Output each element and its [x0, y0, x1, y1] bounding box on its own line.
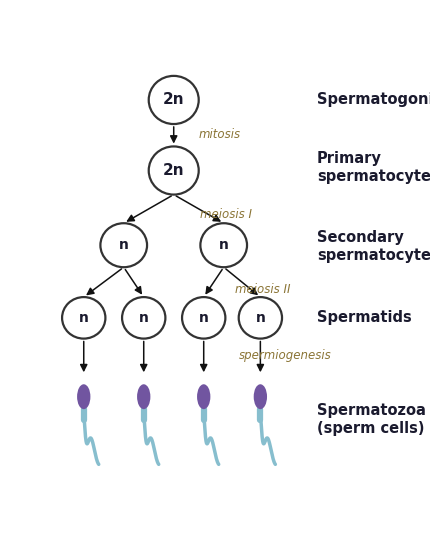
- Ellipse shape: [197, 384, 210, 409]
- Ellipse shape: [149, 76, 199, 124]
- Text: n: n: [79, 311, 89, 325]
- Text: 2n: 2n: [163, 93, 184, 107]
- Text: n: n: [219, 238, 229, 252]
- Ellipse shape: [200, 223, 247, 267]
- Text: Spermatogonia: Spermatogonia: [317, 93, 430, 107]
- Text: Spermatids: Spermatids: [317, 310, 412, 326]
- Text: spermiogenesis: spermiogenesis: [239, 349, 332, 362]
- Text: n: n: [255, 311, 265, 325]
- Ellipse shape: [101, 223, 147, 267]
- Text: n: n: [119, 238, 129, 252]
- Text: meiosis I: meiosis I: [200, 209, 252, 222]
- Text: mitosis: mitosis: [199, 128, 241, 141]
- Ellipse shape: [137, 384, 150, 409]
- Text: Secondary
spermatocytes: Secondary spermatocytes: [317, 230, 430, 263]
- Text: meiosis II: meiosis II: [235, 283, 291, 296]
- Text: Primary
spermatocyte: Primary spermatocyte: [317, 151, 430, 184]
- Ellipse shape: [62, 297, 105, 338]
- Ellipse shape: [77, 384, 90, 409]
- Text: Spermatozoa
(sperm cells): Spermatozoa (sperm cells): [317, 403, 426, 437]
- Ellipse shape: [239, 297, 282, 338]
- Ellipse shape: [122, 297, 166, 338]
- Text: 2n: 2n: [163, 163, 184, 178]
- Ellipse shape: [254, 384, 267, 409]
- Ellipse shape: [182, 297, 225, 338]
- Text: n: n: [139, 311, 149, 325]
- Text: n: n: [199, 311, 209, 325]
- Ellipse shape: [149, 147, 199, 195]
